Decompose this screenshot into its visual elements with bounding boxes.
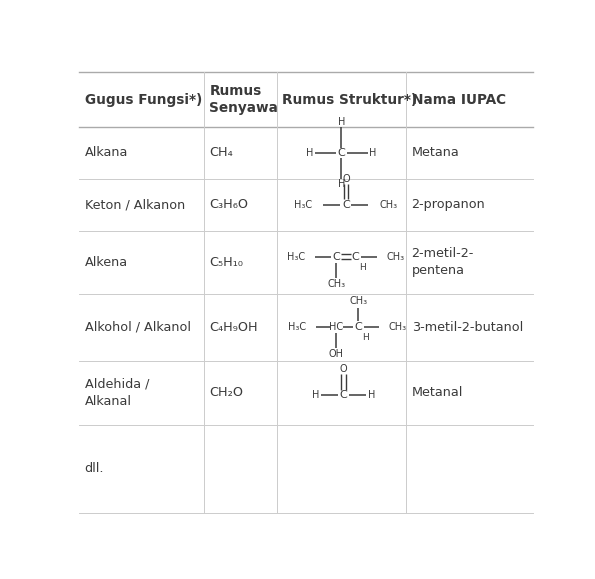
- Text: H: H: [368, 390, 375, 400]
- Text: C: C: [342, 200, 350, 210]
- Text: Rumus Struktur*): Rumus Struktur*): [282, 93, 417, 107]
- Text: Gugus Fungsi*): Gugus Fungsi*): [84, 93, 202, 107]
- Text: O: O: [340, 364, 347, 374]
- Text: dll.: dll.: [84, 463, 104, 475]
- Text: H₃C: H₃C: [288, 323, 306, 332]
- Text: Alkena: Alkena: [84, 256, 128, 269]
- Text: H: H: [369, 148, 376, 158]
- Text: CH₃: CH₃: [349, 296, 368, 306]
- Text: H: H: [306, 148, 314, 158]
- Text: C: C: [337, 148, 345, 158]
- Text: Metanal: Metanal: [412, 386, 463, 400]
- Text: Alkohol / Alkanol: Alkohol / Alkanol: [84, 321, 190, 334]
- Text: H: H: [312, 390, 320, 400]
- Text: CH₃: CH₃: [380, 200, 397, 210]
- Text: Metana: Metana: [412, 146, 459, 159]
- Text: H₃C: H₃C: [287, 252, 305, 262]
- Text: C: C: [355, 323, 362, 332]
- Text: Aldehida /
Alkanal: Aldehida / Alkanal: [84, 378, 149, 408]
- Text: CH₃: CH₃: [389, 323, 406, 332]
- Text: C₃H₆O: C₃H₆O: [209, 198, 249, 211]
- Text: H: H: [337, 117, 345, 127]
- Text: OH: OH: [328, 349, 343, 359]
- Text: C₄H₉OH: C₄H₉OH: [209, 321, 258, 334]
- Text: Rumus
Senyawa: Rumus Senyawa: [209, 83, 278, 115]
- Text: C: C: [340, 390, 347, 400]
- Text: H: H: [337, 179, 345, 189]
- Text: H: H: [362, 333, 369, 342]
- Text: HC: HC: [329, 323, 343, 332]
- Text: 2-metil-2-
pentena: 2-metil-2- pentena: [412, 247, 474, 277]
- Text: C: C: [333, 252, 340, 262]
- Text: Nama IUPAC: Nama IUPAC: [412, 93, 506, 107]
- Text: H: H: [359, 263, 366, 272]
- Text: C: C: [352, 252, 359, 262]
- Text: C₅H₁₀: C₅H₁₀: [209, 256, 243, 269]
- Text: CH₃: CH₃: [387, 252, 405, 262]
- Text: CH₃: CH₃: [327, 278, 345, 288]
- Text: 3-metil-2-butanol: 3-metil-2-butanol: [412, 321, 523, 334]
- Text: 2-propanon: 2-propanon: [412, 198, 486, 211]
- Text: CH₂O: CH₂O: [209, 386, 243, 400]
- Text: Keton / Alkanon: Keton / Alkanon: [84, 198, 185, 211]
- Text: H₃C: H₃C: [294, 200, 312, 210]
- Text: Alkana: Alkana: [84, 146, 128, 159]
- Text: O: O: [342, 174, 350, 184]
- Text: CH₄: CH₄: [209, 146, 233, 159]
